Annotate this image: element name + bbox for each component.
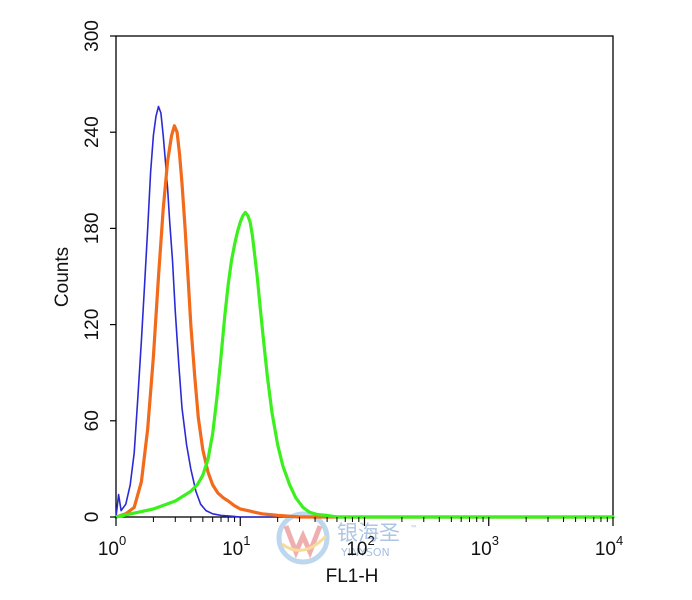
x-axis-title: FL1-H	[326, 566, 379, 587]
x-tick-label: 104	[595, 533, 623, 560]
y-tick-label: 120	[82, 309, 103, 341]
x-tick-label: 101	[222, 533, 250, 560]
watermark-logo	[276, 511, 330, 565]
watermark-ring-icon	[276, 511, 330, 565]
y-tick-label: 240	[82, 116, 103, 148]
series-line-2	[114, 124, 615, 519]
y-tick-label: 60	[82, 410, 103, 431]
series-line-3	[114, 210, 615, 519]
watermark-tm: ™	[410, 524, 418, 533]
x-tick-label: 103	[471, 533, 499, 560]
watermark-w-icon	[283, 525, 323, 559]
y-tick-label: 0	[82, 512, 103, 523]
plot-frame	[115, 35, 614, 518]
y-tick-label: 300	[82, 20, 103, 52]
x-tick-label: 100	[98, 533, 126, 560]
y-axis: 0 60 120 180 240 300	[82, 20, 116, 522]
y-tick-label: 180	[82, 213, 103, 245]
series-layer	[114, 105, 615, 519]
watermark-swoosh-icon	[281, 534, 328, 552]
watermark-text-en: YINYSON	[340, 546, 390, 559]
watermark-text-cn: 银海圣	[337, 521, 400, 545]
y-axis-title: Counts	[52, 247, 73, 307]
series-line-1	[115, 105, 614, 518]
